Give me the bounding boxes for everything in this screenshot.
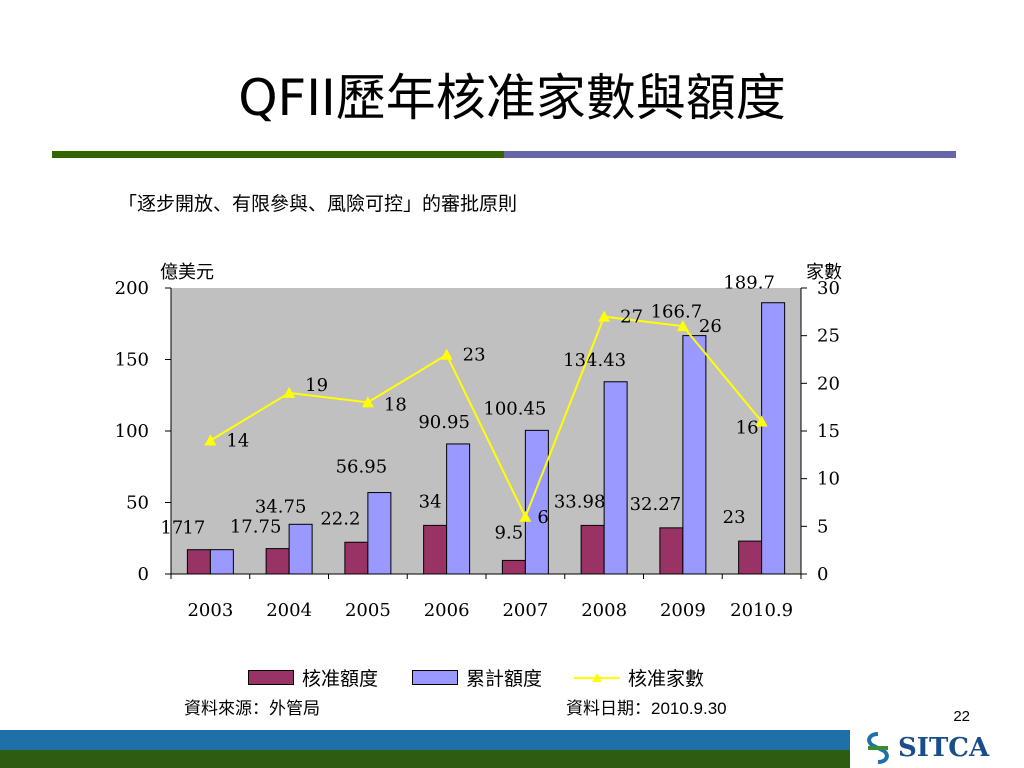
x-tick-label: 2006 [424, 600, 470, 621]
bar-approved [580, 524, 605, 575]
chart-legend: 核准額度 累計額度 核准家數 [0, 664, 1024, 690]
bar-cumulative [524, 429, 549, 575]
data-label-cumulative: 17 [182, 518, 205, 539]
y-tick-label-left: 0 [138, 564, 149, 585]
x-tick-label: 2003 [187, 600, 233, 621]
bar-approved [501, 559, 526, 575]
bar-approved [344, 541, 369, 575]
bar-approved [738, 540, 763, 575]
y-tick-label-left: 150 [115, 350, 149, 371]
page-number: 22 [953, 708, 970, 725]
data-label-cumulative: 34.75 [255, 496, 307, 517]
data-label-count: 27 [620, 307, 643, 328]
y-tick-label-left: 200 [115, 278, 149, 299]
y-tick-label-right: 25 [817, 326, 840, 347]
bar-cumulative [682, 335, 707, 575]
line-point-count [204, 434, 217, 446]
bar-cumulative [603, 381, 628, 575]
bar-approved [186, 549, 211, 575]
data-label-count: 18 [384, 394, 407, 415]
line-count [209, 315, 763, 520]
title-rule-green [52, 151, 504, 158]
data-label-cumulative: 166.7 [651, 302, 703, 323]
y-tick-label-right: 0 [817, 564, 828, 585]
data-label-cumulative: 134.43 [563, 350, 626, 371]
x-tick-label: 2010.9 [730, 600, 793, 621]
line-point-count [283, 386, 296, 398]
y-tick-label-right: 30 [817, 278, 840, 299]
slide-subtitle: 「逐步開放、有限參與、風險可控」的審批原則 [118, 193, 518, 215]
bar-cumulative [367, 492, 392, 575]
data-label-approved: 9.5 [495, 522, 524, 543]
legend-item-count: 核准家數 [572, 664, 704, 691]
data-label-approved: 17 [160, 518, 183, 539]
line-point-count [440, 348, 453, 360]
data-label-count: 23 [463, 345, 486, 366]
data-label-approved: 33.98 [554, 491, 606, 512]
data-label-cumulative: 189.7 [723, 273, 775, 294]
bar-cumulative [288, 523, 313, 575]
slide-title: QFII歷年核准家數與額度 [238, 69, 786, 127]
title-rule-purple [504, 151, 956, 158]
bar-cumulative [446, 443, 471, 575]
date-note: 資料日期：2010.9.30 [566, 694, 727, 719]
sitca-logo-icon [867, 732, 889, 764]
data-label-count: 14 [226, 431, 249, 452]
bar-approved [423, 524, 448, 575]
y-axis-title-right: 家數 [806, 262, 842, 283]
bar-approved [265, 548, 290, 575]
legend-label-cumulative: 累計額度 [466, 668, 543, 690]
legend-label-approved: 核准額度 [302, 668, 379, 690]
bar-approved [659, 527, 684, 575]
data-label-approved: 34 [419, 491, 442, 512]
legend-label-count: 核准家數 [628, 668, 705, 690]
line-point-count [361, 396, 374, 408]
source-note: 資料來源：外管局 [184, 699, 320, 719]
data-label-approved: 17.75 [230, 517, 282, 538]
data-label-approved: 23 [723, 507, 746, 528]
legend-item-approved: 核准額度 [248, 664, 378, 691]
x-tick-label: 2004 [266, 600, 312, 621]
y-tick-label-left: 100 [115, 421, 149, 442]
data-label-count: 19 [305, 375, 328, 396]
y-tick-label-right: 5 [817, 516, 828, 537]
footer-band-blue [0, 730, 850, 750]
data-label-cumulative: 56.95 [336, 457, 388, 478]
bar-cumulative [209, 549, 234, 575]
x-tick-label: 2007 [502, 600, 548, 621]
logo-text: SITCA [898, 733, 990, 763]
data-label-cumulative: 100.45 [483, 398, 546, 419]
data-label-count: 26 [699, 316, 722, 337]
x-tick-label: 2008 [581, 600, 627, 621]
date-value: 2010.9.30 [651, 699, 727, 718]
date-label: 資料日期： [566, 699, 651, 719]
line-point-count [755, 415, 768, 427]
bar-cumulative [761, 302, 786, 575]
legend-swatch-cumulative [412, 670, 458, 685]
data-label-cumulative: 90.95 [418, 412, 470, 433]
line-point-count [676, 320, 689, 332]
legend-item-cumulative: 累計額度 [412, 664, 542, 691]
line-point-count [519, 510, 532, 522]
footer-band-green [0, 750, 850, 768]
data-label-approved: 22.2 [320, 508, 360, 529]
y-tick-label-left: 50 [126, 493, 149, 514]
data-label-count: 6 [537, 507, 548, 528]
data-label-approved: 32.27 [630, 494, 682, 515]
y-tick-label-right: 10 [817, 469, 840, 490]
data-label-count: 16 [736, 417, 759, 438]
y-axis-title-left: 億美元 [160, 262, 214, 283]
x-tick-label: 2009 [660, 600, 706, 621]
sitca-logo: SITCA [862, 728, 1022, 768]
y-tick-label-right: 20 [817, 373, 840, 394]
line-point-count [598, 310, 611, 322]
legend-swatch-approved [248, 670, 294, 685]
legend-line-icon [574, 672, 620, 682]
y-tick-label-right: 15 [817, 421, 840, 442]
x-tick-label: 2005 [345, 600, 391, 621]
